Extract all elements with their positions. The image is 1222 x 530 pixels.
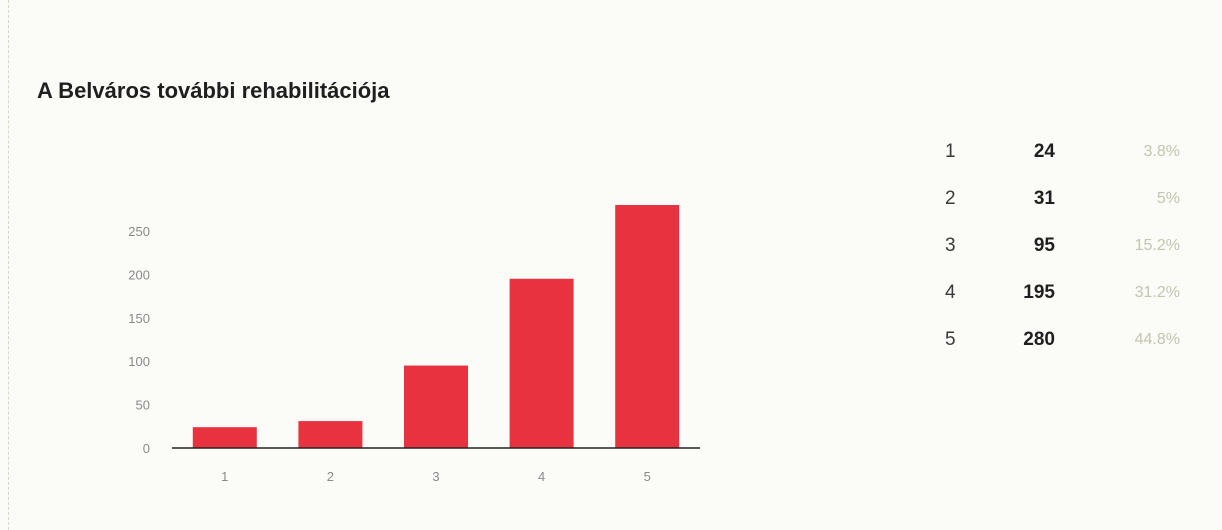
summary-category: 2: [945, 187, 956, 209]
summary-percent: 3.8%: [1143, 142, 1180, 160]
summary-count: 24: [1033, 140, 1055, 162]
bar-4: [509, 278, 574, 448]
summary-row: 2 31 5%: [945, 175, 1180, 222]
summary-table: 1 24 3.8% 2 31 5% 3 95 15.2% 4 195 31.2% 5 280 44.8%: [945, 128, 1180, 363]
summary-category: 3: [945, 234, 956, 256]
summary-percent: 44.8%: [1134, 330, 1180, 348]
bar-2: [298, 421, 363, 448]
summary-row: 5 280 44.8%: [945, 316, 1180, 363]
page-title: A Belváros további rehabilitációja: [37, 78, 390, 103]
summary-count: 31: [1033, 187, 1055, 209]
summary-count: 280: [1023, 328, 1055, 350]
y-tick-label: 250: [128, 224, 150, 239]
y-tick-label: 0: [143, 441, 150, 456]
x-tick-label: 5: [644, 469, 651, 484]
bar-chart: 0 50 100 150 200 250 1 2 3 4 5: [128, 205, 700, 484]
summary-percent: 5%: [1156, 189, 1180, 207]
bar-1: [192, 427, 257, 448]
summary-count: 95: [1033, 234, 1055, 256]
x-tick-label: 2: [327, 469, 334, 484]
summary-row: 4 195 31.2%: [945, 269, 1180, 316]
bars: [192, 205, 680, 448]
summary-count: 195: [1023, 281, 1055, 303]
x-tick-label: 3: [432, 469, 439, 484]
bar-5: [615, 205, 680, 448]
summary-percent: 15.2%: [1134, 236, 1180, 254]
y-tick-label: 200: [128, 267, 150, 282]
y-tick-label: 100: [128, 354, 150, 369]
summary-category: 5: [945, 328, 956, 350]
summary-row: 3 95 15.2%: [945, 222, 1180, 269]
summary-percent: 31.2%: [1134, 283, 1180, 301]
bar-3: [404, 365, 468, 448]
summary-category: 4: [945, 281, 956, 303]
page-border: [8, 0, 10, 530]
x-tick-label: 4: [538, 469, 545, 484]
y-tick-label: 50: [136, 398, 150, 413]
y-tick-label: 150: [128, 311, 150, 326]
x-axis: 1 2 3 4 5: [221, 469, 651, 484]
x-tick-label: 1: [221, 469, 228, 484]
summary-row: 1 24 3.8%: [945, 128, 1180, 175]
summary-category: 1: [945, 140, 956, 162]
y-axis: 0 50 100 150 200 250: [128, 224, 150, 456]
